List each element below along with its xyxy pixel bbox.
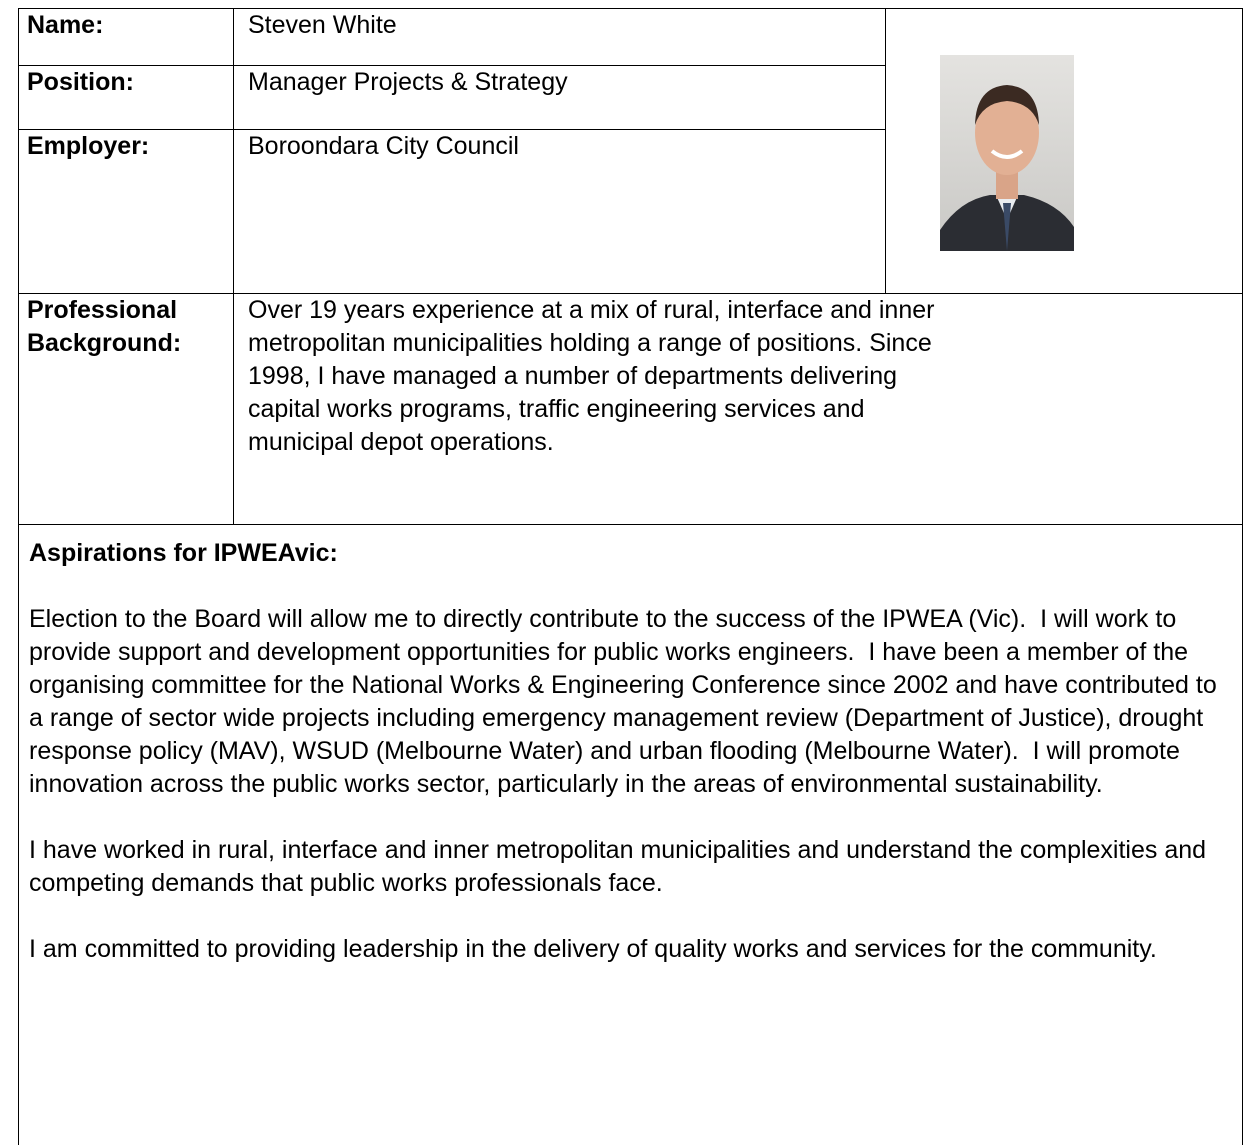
label: Employer: xyxy=(19,129,234,293)
row: Professional Background: Over 19 years e… xyxy=(19,294,1243,525)
paragraph: I am committed to providing leadership i… xyxy=(29,933,1232,966)
paragraph: I have worked in rural, interface and in… xyxy=(29,834,1232,900)
profile-table: Name: Steven White Position: Manager Pro… xyxy=(18,8,1243,1145)
label: Position: xyxy=(19,66,234,130)
heading: Aspirations for IPWEAvic: xyxy=(29,537,1232,570)
label: Name: xyxy=(19,9,234,66)
value: Over 19 years experience at a mix of rur… xyxy=(234,294,1243,525)
label: Professional Background: xyxy=(19,294,234,525)
paragraph: Election to the Board will allow me to d… xyxy=(29,603,1232,801)
aspirations-cell: Aspirations for IPWEAvic: Election to th… xyxy=(19,525,1243,1145)
photo xyxy=(940,55,1074,251)
photo-cell xyxy=(886,9,1243,294)
value: Steven White xyxy=(234,9,886,66)
row: Name: Steven White xyxy=(19,9,1243,66)
row: Aspirations for IPWEAvic: Election to th… xyxy=(19,525,1243,1145)
value: Manager Projects & Strategy xyxy=(234,66,886,130)
page: Name: Steven White Position: Manager Pro… xyxy=(0,0,1260,1083)
value: Boroondara City Council xyxy=(234,129,886,293)
